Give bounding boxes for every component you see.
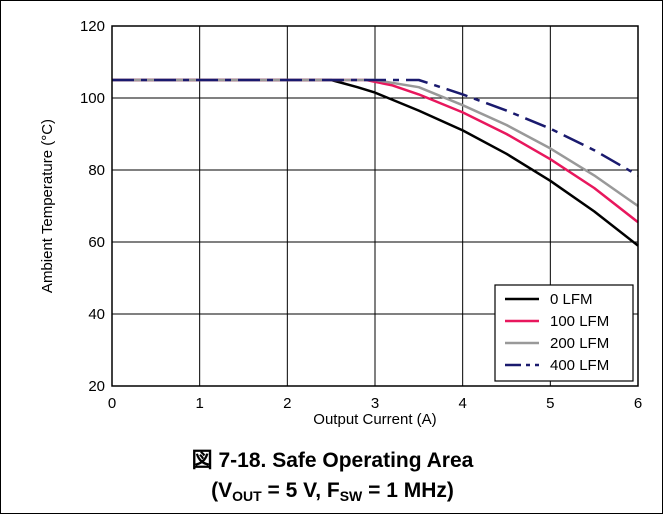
caption-conditions: (VOUT = 5 V, FSW = 1 MHz) [211,479,454,504]
x-tick-label: 4 [458,395,466,412]
plot-border [111,25,639,387]
caption-title: 図 7-18. Safe Operating Area [191,449,474,472]
x-tick-label: 6 [634,395,642,412]
y-axis-label: Ambient Temperature (°C) [39,119,56,293]
y-tick-label: 80 [88,162,105,179]
y-tick-label: 100 [80,90,105,107]
safe-operating-area-chart: 0 1 2 3 4 5 6 20 40 60 80 100 120 Output Current (A… [39,18,642,428]
y-tick-label: 120 [80,18,105,35]
legend: 0 LFM 100 LFM 200 LFM 400 LFM [494,284,634,382]
series-lines [112,78,639,247]
y-tick-label: 20 [88,378,105,395]
y-axis-ticks: 20 40 60 80 100 120 [80,18,105,395]
x-tick-label: 5 [546,395,554,412]
legend-label: 400 LFM [550,357,609,374]
x-tick-label: 3 [371,395,379,412]
figure-caption: 図 7-18. Safe Operating Area (VOUT = 5 V,… [0,446,665,506]
x-axis-label: Output Current (A) [313,411,436,428]
series-line-100-lfm [112,78,639,224]
y-tick-label: 40 [88,306,105,323]
series-line-0-lfm [112,78,639,247]
x-tick-label: 0 [108,395,116,412]
y-tick-label: 60 [88,234,105,251]
x-tick-label: 1 [195,395,203,412]
legend-label: 100 LFM [550,313,609,330]
x-tick-label: 2 [283,395,291,412]
legend-label: 200 LFM [550,335,609,352]
x-axis-ticks: 0 1 2 3 4 5 6 [108,395,642,412]
legend-label: 0 LFM [550,291,593,308]
series-line-400-lfm [112,78,639,177]
